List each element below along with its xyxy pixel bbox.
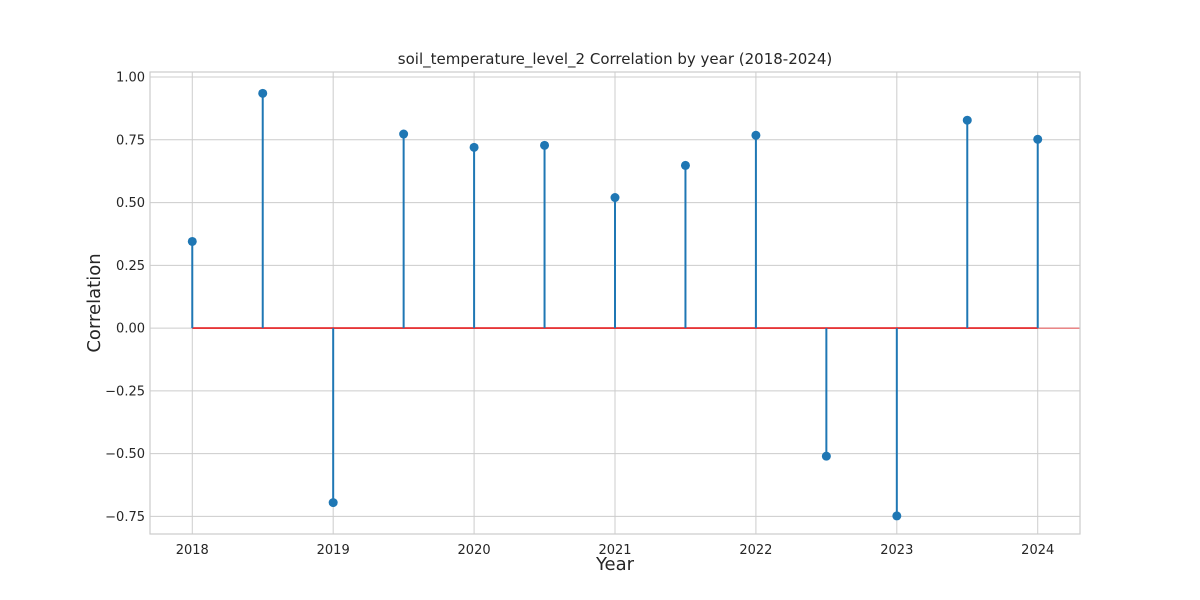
plot-frame bbox=[149, 71, 1081, 535]
y-axis-title: Correlation bbox=[84, 253, 105, 352]
stem-marker bbox=[962, 115, 972, 125]
stem-marker bbox=[610, 193, 620, 203]
stem-marker bbox=[751, 130, 761, 140]
y-tick-label: 0.75 bbox=[116, 133, 145, 148]
y-tick-label: 1.00 bbox=[116, 71, 145, 86]
y-tick-labels: 1.00 0.75 0.50 0.25 0.00 −0.25 −0.50 −0.75 bbox=[105, 71, 145, 525]
y-tick-label: 0.25 bbox=[116, 259, 145, 274]
stems bbox=[191, 93, 1039, 516]
y-tick-label: 0.50 bbox=[116, 196, 145, 211]
x-tick-label: 2019 bbox=[317, 543, 350, 558]
y-tick-label: 0.00 bbox=[116, 322, 145, 337]
markers bbox=[187, 88, 1043, 521]
x-tick-label: 2020 bbox=[458, 543, 491, 558]
x-tick-labels: 2018 2019 2020 2021 2022 2023 2024 bbox=[176, 543, 1055, 558]
y-tick-label: −0.50 bbox=[105, 447, 145, 462]
x-axis-title: Year bbox=[595, 554, 635, 575]
x-tick-label: 2021 bbox=[598, 543, 631, 558]
x-tick-label: 2024 bbox=[1021, 543, 1054, 558]
stem-marker bbox=[540, 140, 550, 150]
stem-marker bbox=[680, 160, 690, 170]
x-tick-label: 2018 bbox=[176, 543, 209, 558]
stem-marker bbox=[187, 236, 197, 246]
stem-marker bbox=[258, 88, 268, 98]
x-tick-label: 2022 bbox=[739, 543, 772, 558]
stem-marker bbox=[1033, 134, 1043, 144]
chart-title: soil_temperature_level_2 Correlation by … bbox=[398, 50, 832, 69]
stem-marker bbox=[328, 498, 338, 508]
stem-marker bbox=[399, 129, 409, 139]
y-tick-label: −0.75 bbox=[105, 510, 145, 525]
stem-marker bbox=[469, 142, 479, 152]
stem-marker bbox=[892, 511, 902, 521]
x-tick-label: 2023 bbox=[880, 543, 913, 558]
stem-marker bbox=[821, 451, 831, 461]
y-tick-label: −0.25 bbox=[105, 384, 145, 399]
